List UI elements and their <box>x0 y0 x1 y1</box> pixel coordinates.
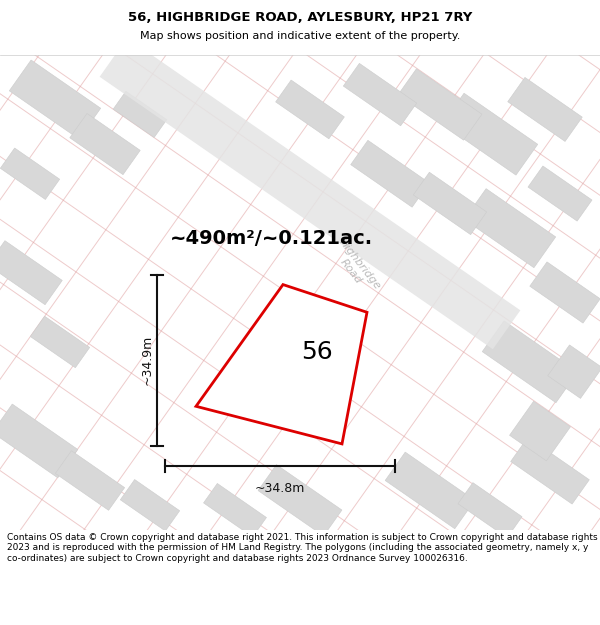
Polygon shape <box>31 316 89 368</box>
Polygon shape <box>509 401 571 461</box>
Polygon shape <box>458 482 522 538</box>
Polygon shape <box>121 479 179 531</box>
Text: ~34.8m: ~34.8m <box>255 481 305 494</box>
Polygon shape <box>528 166 592 221</box>
Polygon shape <box>350 140 430 208</box>
Polygon shape <box>9 60 101 139</box>
Polygon shape <box>196 284 367 444</box>
Polygon shape <box>113 91 167 138</box>
Polygon shape <box>398 69 482 140</box>
Polygon shape <box>508 78 582 141</box>
Text: ~490m²/~0.121ac.: ~490m²/~0.121ac. <box>170 229 373 248</box>
Polygon shape <box>55 451 125 511</box>
Polygon shape <box>0 404 78 478</box>
Polygon shape <box>464 189 556 268</box>
Polygon shape <box>442 93 538 175</box>
Polygon shape <box>275 80 344 139</box>
Polygon shape <box>385 452 475 529</box>
Polygon shape <box>1 148 59 199</box>
Polygon shape <box>203 484 266 537</box>
Polygon shape <box>0 241 62 305</box>
Text: Contains OS data © Crown copyright and database right 2021. This information is : Contains OS data © Crown copyright and d… <box>7 533 598 562</box>
Text: Map shows position and indicative extent of the property.: Map shows position and indicative extent… <box>140 31 460 41</box>
Text: 56: 56 <box>301 340 333 364</box>
Polygon shape <box>548 345 600 398</box>
Text: 56, HIGHBRIDGE ROAD, AYLESBURY, HP21 7RY: 56, HIGHBRIDGE ROAD, AYLESBURY, HP21 7RY <box>128 11 472 24</box>
Text: ~34.9m: ~34.9m <box>140 335 154 386</box>
Polygon shape <box>413 173 487 234</box>
Text: Highbridge
Road: Highbridge Road <box>328 237 382 299</box>
Polygon shape <box>511 437 589 504</box>
Polygon shape <box>70 114 140 174</box>
Polygon shape <box>530 262 600 323</box>
Polygon shape <box>482 321 578 402</box>
Polygon shape <box>258 464 342 536</box>
Polygon shape <box>343 63 417 126</box>
Polygon shape <box>100 38 520 349</box>
